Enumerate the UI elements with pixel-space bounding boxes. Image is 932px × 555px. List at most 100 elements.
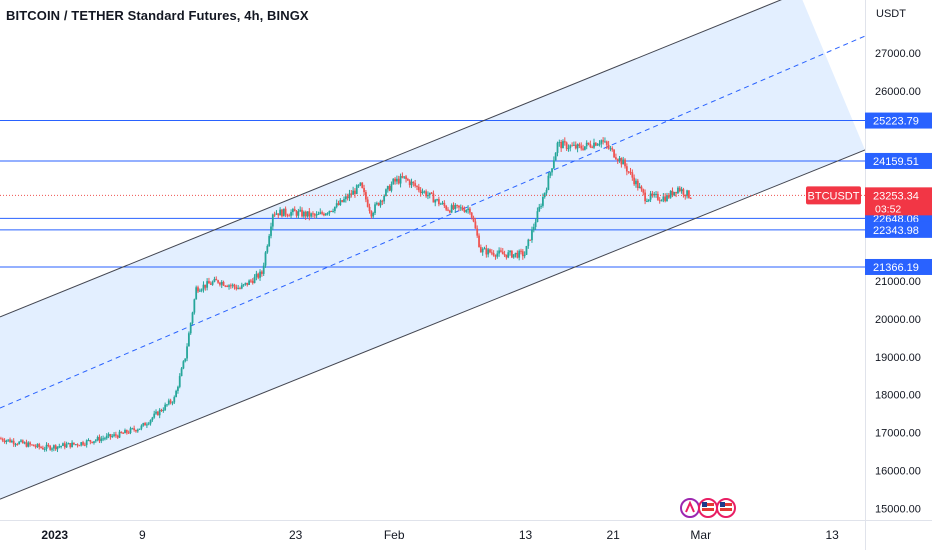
candle-body [560,141,563,149]
candle-body [34,446,37,448]
channel-lower-line [0,149,865,500]
x-tick-label: Mar [690,528,711,542]
candle-body [295,211,298,216]
candle-body [355,185,358,194]
candle-body [529,239,532,241]
candle-body [118,431,121,438]
candle-body [218,282,221,285]
candle-body [124,430,126,434]
candle-body [288,215,291,217]
candle-body [187,333,190,347]
candle-body [222,281,225,286]
x-tick-label: 13 [825,528,839,542]
candle-body [437,199,440,205]
candle-body [341,200,344,202]
candle-body [266,245,269,253]
candle-body [492,252,495,256]
candle-body [166,404,168,406]
candle-body [310,213,313,217]
candle-body [251,280,254,284]
candle-body [678,187,681,192]
candle-body [133,428,136,431]
candle-body [620,158,623,165]
candle-body [149,420,152,424]
candle-body [536,211,539,222]
candle-body [21,440,24,444]
candle-body [32,444,35,447]
candle-body [14,444,17,446]
candle-body [432,193,435,203]
candle-body [363,188,365,193]
chart-title: BITCOIN / TETHER Standard Futures, 4h, B… [6,8,309,23]
candle-body [259,271,261,278]
candle-body [43,448,46,450]
candle-body [478,235,480,248]
candle-body [144,423,146,426]
candle-body [647,199,650,202]
flag-logo-stripe2 [702,508,714,511]
candle-body [91,441,94,443]
candle-body [226,285,229,287]
candle-body [231,284,234,286]
candle-body [454,204,457,209]
candle-body [436,199,438,201]
candle-body [527,239,530,247]
candle-body [390,184,393,191]
candle-body [658,199,661,201]
candle-body [689,197,692,199]
candle-body [237,288,240,290]
candle-body [571,145,574,147]
candle-body [255,273,258,277]
candle-body [622,159,625,165]
candle-body [629,171,632,173]
candle-body [662,196,665,201]
candle-body [470,212,473,218]
candle-body [186,346,188,359]
candle-body [74,444,77,446]
x-tick-label: 23 [289,528,303,542]
candle-body [180,368,183,377]
candle-body [509,250,511,253]
candle-body [487,249,490,255]
candle-body [372,212,375,217]
candle-body [558,141,561,143]
candle-body [242,284,245,286]
candle-body [501,251,504,255]
candle-body [16,444,19,446]
candle-body [498,250,501,254]
candle-body [388,186,391,191]
candle-body [127,432,130,434]
candle-body [60,445,63,447]
candle-body [642,189,645,193]
candle-body [469,208,471,213]
candle-body [198,290,201,292]
candle-body [534,221,537,227]
level-price-label-bg [865,258,932,275]
candle-body [385,189,387,196]
candle-body [333,206,336,211]
candle-body [408,180,411,186]
candle-body [271,214,274,227]
candle-body [1,438,4,441]
candle-body [573,144,575,146]
candle-body [448,210,451,213]
candle-body [616,159,619,161]
level-price-label: 21366.19 [873,262,919,274]
candle-body [682,189,685,195]
candle-body [69,443,72,448]
candle-body [25,442,28,447]
candle-body [136,429,139,432]
candle-body [51,448,53,450]
candle-body [76,444,79,446]
candle-body [246,282,249,285]
candle-body [465,209,468,212]
candle-body [667,195,670,198]
y-tick-label: 26000.00 [875,86,921,98]
candle-body [414,183,417,186]
candle-body [83,444,86,446]
candle-body [335,203,338,207]
candle-body [317,213,320,215]
candle-body [649,193,652,200]
candle-body [494,255,497,257]
